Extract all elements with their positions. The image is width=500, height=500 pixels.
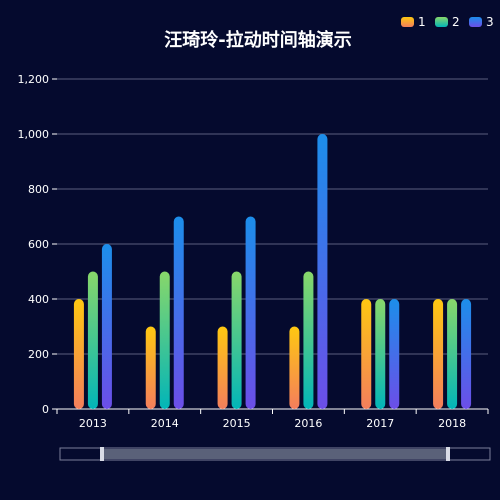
x-tick-label: 2015 xyxy=(223,417,251,430)
slider-track[interactable] xyxy=(59,447,491,461)
y-tick-label: 200 xyxy=(28,348,49,361)
legend-swatch xyxy=(435,17,448,27)
legend-item-1[interactable]: 1 xyxy=(401,15,426,29)
legend-item-3[interactable]: 3 xyxy=(469,15,494,29)
legend-label: 1 xyxy=(418,15,426,29)
slider-selection[interactable] xyxy=(102,449,448,459)
slider-handle-start[interactable] xyxy=(100,447,104,461)
y-axis: 0 200 400 600 800 1,000 1,200 xyxy=(18,73,57,416)
grid-lines xyxy=(57,78,488,355)
data-zoom-slider[interactable] xyxy=(59,447,491,461)
bar-series-2-2018[interactable] xyxy=(447,299,458,409)
bar-series-3-2016[interactable] xyxy=(317,134,328,409)
legend-label: 3 xyxy=(486,15,494,29)
legend: 1 2 3 xyxy=(401,15,494,29)
bars xyxy=(73,134,472,410)
bar-series-3-2015[interactable] xyxy=(245,216,256,410)
chart-title: 汪琦玲-拉动时间轴演示 xyxy=(164,29,351,51)
y-tick-label: 400 xyxy=(28,293,49,306)
bar-series-3-2013[interactable] xyxy=(101,244,112,409)
bar-series-1-2015[interactable] xyxy=(217,326,228,410)
bar-series-2-2014[interactable] xyxy=(159,271,170,410)
x-tick-label: 2016 xyxy=(294,417,322,430)
y-tick-label: 0 xyxy=(42,403,49,416)
x-tick-label: 2013 xyxy=(79,417,107,430)
bar-series-3-2018[interactable] xyxy=(461,299,472,409)
bar-series-1-2017[interactable] xyxy=(361,299,372,409)
legend-swatch xyxy=(401,17,414,27)
bar-series-3-2014[interactable] xyxy=(173,216,184,410)
bar-series-3-2017[interactable] xyxy=(389,299,400,409)
slider-handle-end[interactable] xyxy=(446,447,450,461)
bar-series-2-2015[interactable] xyxy=(231,271,242,410)
y-tick-label: 1,200 xyxy=(18,73,50,86)
bar-series-2-2017[interactable] xyxy=(375,299,386,409)
bar-series-1-2014[interactable] xyxy=(145,326,156,410)
bar-series-1-2018[interactable] xyxy=(433,299,444,409)
bar-series-1-2016[interactable] xyxy=(289,326,300,410)
bar-series-2-2013[interactable] xyxy=(87,271,98,410)
legend-swatch xyxy=(469,17,482,27)
legend-item-2[interactable]: 2 xyxy=(435,15,460,29)
y-tick-label: 800 xyxy=(28,183,49,196)
legend-label: 2 xyxy=(452,15,460,29)
bar-series-1-2013[interactable] xyxy=(73,299,84,409)
x-tick-label: 2014 xyxy=(151,417,179,430)
x-tick-label: 2017 xyxy=(366,417,394,430)
y-tick-label: 600 xyxy=(28,238,49,251)
y-tick-label: 1,000 xyxy=(18,128,50,141)
x-tick-label: 2018 xyxy=(438,417,466,430)
x-axis: 2013 2014 2015 2016 2017 2018 xyxy=(56,408,489,430)
bar-series-2-2016[interactable] xyxy=(303,271,314,410)
